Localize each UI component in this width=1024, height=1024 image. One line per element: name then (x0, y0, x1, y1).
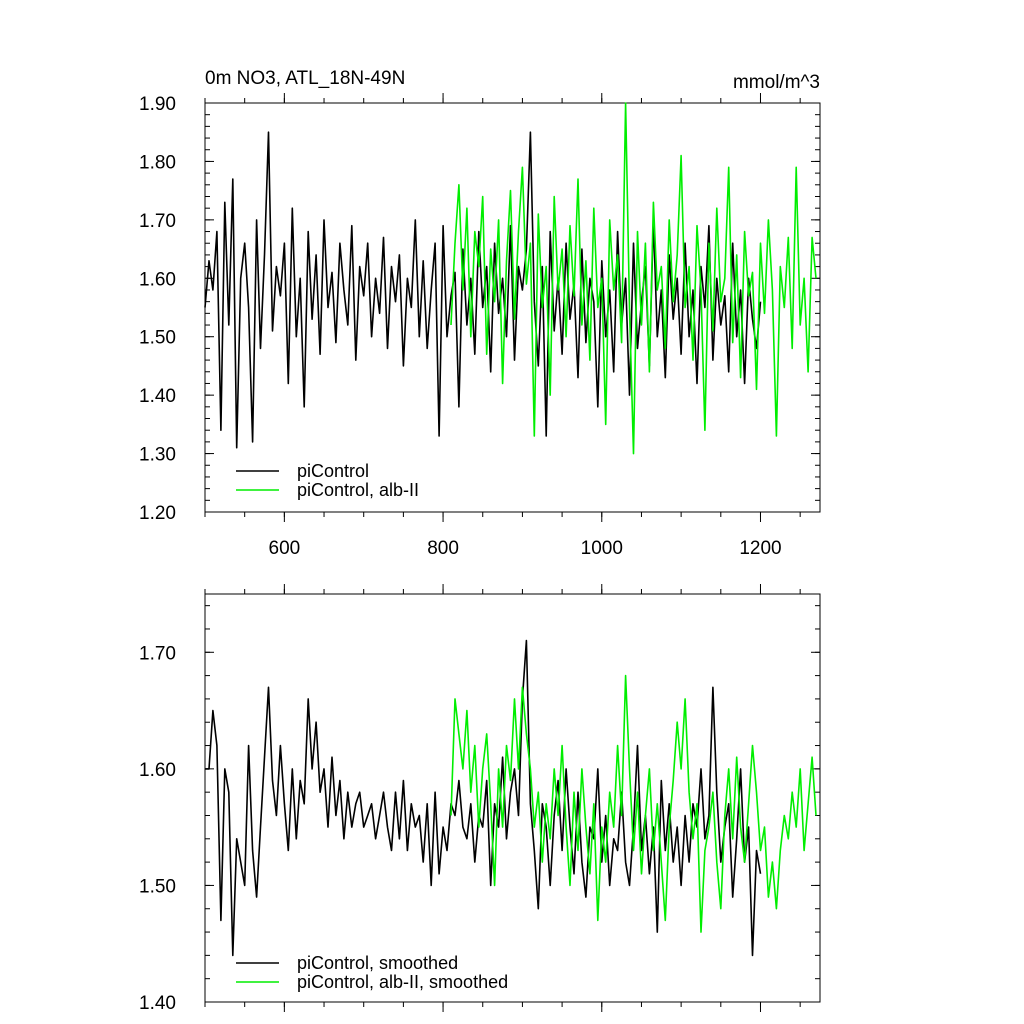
y-tick-label-top: 1.20 (139, 503, 176, 524)
y-tick-label-top: 1.30 (139, 445, 176, 466)
legend-bottom: piControl, smoothed piControl, alb-II, s… (236, 953, 508, 992)
y-tick-label-top: 1.70 (139, 211, 176, 232)
series-group-bottom (205, 639, 817, 957)
legend-label-picontrol-smoothed: piControl, smoothed (297, 953, 458, 973)
series-line-top-0 (204, 131, 762, 449)
x-axis-bottom (204, 584, 801, 1012)
y-tick-label-top: 1.80 (139, 152, 176, 173)
y-tick-label-bottom: 1.70 (139, 643, 176, 664)
series-group-top (204, 102, 817, 455)
legend-label-alb-ii-smoothed: piControl, alb-II, smoothed (297, 972, 508, 992)
x-tick-label-top: 1000 (581, 538, 623, 559)
chart-top-panel: 0m NO3, ATL_18N-49N mmol/m^3 1.20 1.30 1.4… (139, 68, 821, 559)
chart-bottom-panel: 1.40 1.50 1.60 1.70 piControl, smoothed piC… (139, 584, 821, 1014)
series-line-bottom-0 (205, 639, 762, 957)
plot-frame-bottom (204, 593, 821, 1003)
x-tick-label-top: 600 (269, 538, 301, 559)
legend-top: piControl piControl, alb-II (236, 461, 419, 500)
x-axis-top: 600 800 1000 1200 (204, 93, 801, 559)
x-tick-label-top: 800 (427, 538, 459, 559)
y-axis-bottom: 1.40 1.50 1.60 1.70 (139, 605, 820, 1014)
y-tick-label-top: 1.50 (139, 328, 176, 349)
y-tick-label-top: 1.60 (139, 269, 176, 290)
chart-title: 0m NO3, ATL_18N-49N (205, 68, 405, 89)
x-tick-label-top: 1200 (739, 538, 781, 559)
series-line-bottom-1 (450, 674, 817, 933)
y-tick-label-top: 1.90 (139, 94, 176, 115)
y-tick-label-bottom: 1.60 (139, 760, 176, 781)
y-tick-label-bottom: 1.50 (139, 876, 176, 897)
y-axis-top: 1.20 1.30 1.40 1.50 1.60 1.70 1.80 1.90 (139, 94, 820, 524)
series-line-top-1 (450, 102, 817, 455)
legend-label-picontrol: piControl (297, 461, 369, 481)
units-label: mmol/m^3 (733, 72, 820, 93)
legend-label-alb-ii: piControl, alb-II (297, 480, 419, 500)
y-tick-label-bottom: 1.40 (139, 993, 176, 1014)
y-tick-label-top: 1.40 (139, 386, 176, 407)
